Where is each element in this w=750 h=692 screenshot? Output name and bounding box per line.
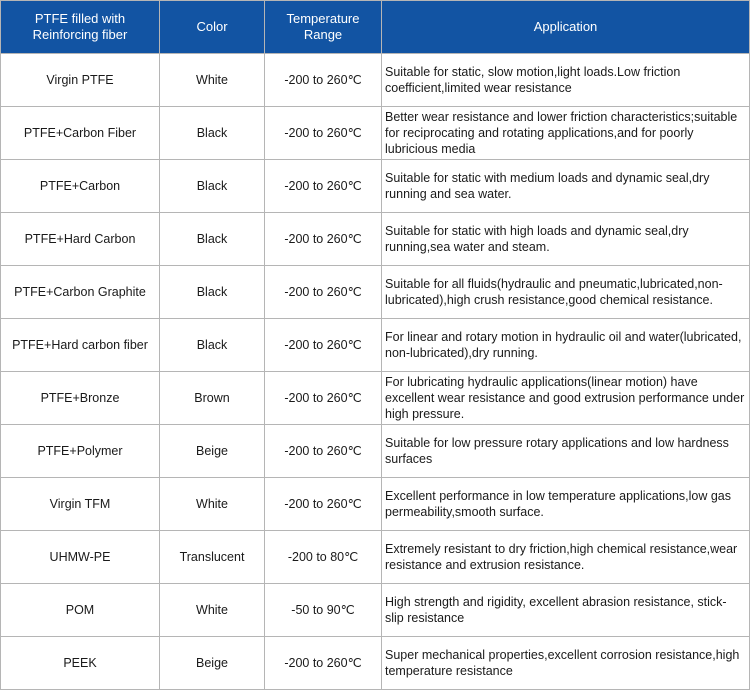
cell-application: For lubricating hydraulic applications(l…: [381, 371, 750, 425]
cell-color: Black: [159, 212, 265, 266]
cell-temperature: -200 to 260℃: [264, 424, 382, 478]
cell-temperature: -200 to 260℃: [264, 265, 382, 319]
cell-material: POM: [0, 583, 160, 637]
cell-temperature: -200 to 260℃: [264, 371, 382, 425]
table-row: Virgin TFM White -200 to 260℃ Excellent …: [0, 477, 750, 531]
cell-material: PTFE+Polymer: [0, 424, 160, 478]
cell-temperature: -200 to 260℃: [264, 318, 382, 372]
table-row: UHMW-PE Translucent -200 to 80℃ Extremel…: [0, 530, 750, 584]
table-row: PTFE+Bronze Brown -200 to 260℃ For lubri…: [0, 371, 750, 425]
table-row: PTFE+Hard Carbon Black -200 to 260℃ Suit…: [0, 212, 750, 266]
cell-temperature: -200 to 260℃: [264, 53, 382, 107]
cell-application: Super mechanical properties,excellent co…: [381, 636, 750, 690]
cell-temperature: -200 to 80℃: [264, 530, 382, 584]
cell-material: PTFE+Carbon Fiber: [0, 106, 160, 160]
header-material: PTFE filled with Reinforcing fiber: [0, 0, 160, 54]
table-row: PTFE+Carbon Fiber Black -200 to 260℃ Bet…: [0, 106, 750, 160]
table-row: PTFE+Polymer Beige -200 to 260℃ Suitable…: [0, 424, 750, 478]
cell-material: PTFE+Hard Carbon: [0, 212, 160, 266]
cell-material: PTFE+Carbon: [0, 159, 160, 213]
header-application: Application: [381, 0, 750, 54]
cell-color: Brown: [159, 371, 265, 425]
table-row: PTFE+Hard carbon fiber Black -200 to 260…: [0, 318, 750, 372]
table-row: Virgin PTFE White -200 to 260℃ Suitable …: [0, 53, 750, 107]
cell-material: Virgin TFM: [0, 477, 160, 531]
cell-application: High strength and rigidity, excellent ab…: [381, 583, 750, 637]
cell-temperature: -200 to 260℃: [264, 106, 382, 160]
cell-material: UHMW-PE: [0, 530, 160, 584]
table-row: PTFE+Carbon Black -200 to 260℃ Suitable …: [0, 159, 750, 213]
cell-temperature: -50 to 90℃: [264, 583, 382, 637]
cell-temperature: -200 to 260℃: [264, 477, 382, 531]
table-body: Virgin PTFE White -200 to 260℃ Suitable …: [0, 53, 750, 690]
cell-application: Suitable for static with high loads and …: [381, 212, 750, 266]
cell-material: PEEK: [0, 636, 160, 690]
cell-temperature: -200 to 260℃: [264, 159, 382, 213]
cell-color: White: [159, 477, 265, 531]
cell-application: Suitable for all fluids(hydraulic and pn…: [381, 265, 750, 319]
cell-color: White: [159, 583, 265, 637]
cell-material: Virgin PTFE: [0, 53, 160, 107]
cell-application: Better wear resistance and lower frictio…: [381, 106, 750, 160]
cell-color: Black: [159, 318, 265, 372]
table-header: PTFE filled with Reinforcing fiber Color…: [0, 0, 750, 54]
cell-color: Beige: [159, 636, 265, 690]
cell-color: White: [159, 53, 265, 107]
cell-application: Extremely resistant to dry friction,high…: [381, 530, 750, 584]
cell-application: Suitable for static with medium loads an…: [381, 159, 750, 213]
table-row: PTFE+Carbon Graphite Black -200 to 260℃ …: [0, 265, 750, 319]
header-row: PTFE filled with Reinforcing fiber Color…: [0, 0, 750, 54]
cell-material: PTFE+Hard carbon fiber: [0, 318, 160, 372]
cell-material: PTFE+Bronze: [0, 371, 160, 425]
cell-temperature: -200 to 260℃: [264, 212, 382, 266]
cell-color: Black: [159, 106, 265, 160]
table-row: PEEK Beige -200 to 260℃ Super mechanical…: [0, 636, 750, 690]
cell-color: Translucent: [159, 530, 265, 584]
cell-color: Black: [159, 265, 265, 319]
cell-color: Black: [159, 159, 265, 213]
cell-color: Beige: [159, 424, 265, 478]
cell-temperature: -200 to 260℃: [264, 636, 382, 690]
header-temperature: Temperature Range: [264, 0, 382, 54]
cell-application: Suitable for static, slow motion,light l…: [381, 53, 750, 107]
cell-application: Suitable for low pressure rotary applica…: [381, 424, 750, 478]
cell-material: PTFE+Carbon Graphite: [0, 265, 160, 319]
cell-application: For linear and rotary motion in hydrauli…: [381, 318, 750, 372]
header-color: Color: [159, 0, 265, 54]
cell-application: Excellent performance in low temperature…: [381, 477, 750, 531]
table-row: POM White -50 to 90℃ High strength and r…: [0, 583, 750, 637]
